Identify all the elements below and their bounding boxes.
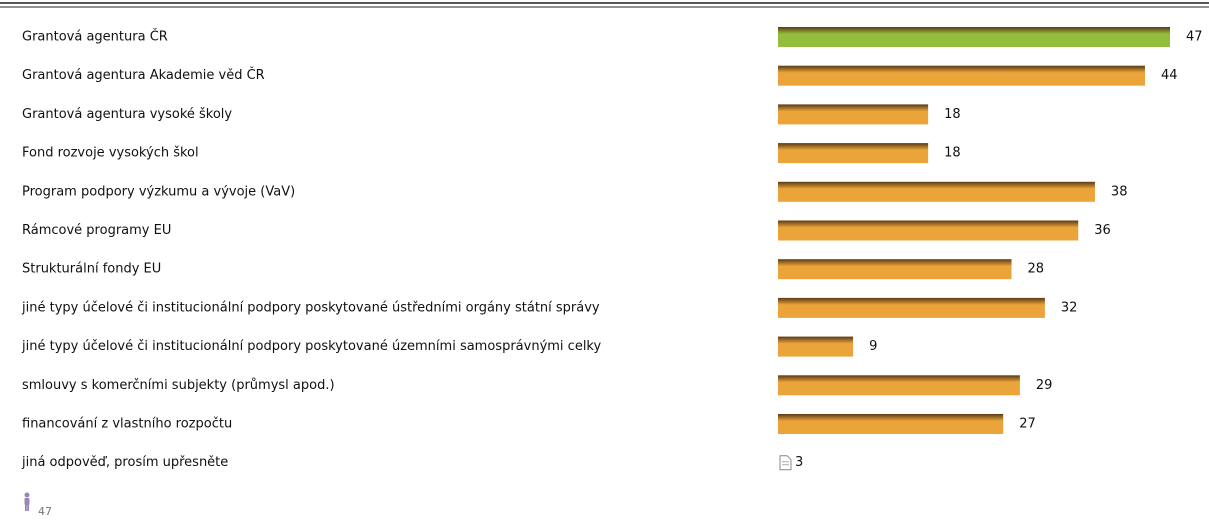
bar xyxy=(778,65,1145,86)
bar xyxy=(778,297,1045,318)
category-label: financování z vlastního rozpočtu xyxy=(22,417,232,432)
category-label: smlouvy s komerčními subjekty (průmysl a… xyxy=(22,378,335,393)
value-label: 27 xyxy=(1019,417,1036,432)
document-icon-shape xyxy=(779,455,792,471)
value-label: 9 xyxy=(869,339,877,354)
document-icon-lines xyxy=(782,461,789,466)
category-label: jiné typy účelové či institucionální pod… xyxy=(21,339,601,354)
bar xyxy=(778,220,1079,241)
bar xyxy=(778,143,929,164)
bar xyxy=(778,181,1095,202)
category-label: Strukturální fondy EU xyxy=(22,262,161,277)
value-label: 18 xyxy=(944,107,961,122)
value-label: 32 xyxy=(1061,300,1078,315)
bar xyxy=(778,414,1004,434)
open-answer-count: 3 xyxy=(795,455,803,470)
bar xyxy=(778,259,1012,280)
document-icon xyxy=(779,455,792,471)
category-label: Grantová agentura vysoké školy xyxy=(22,107,232,122)
respondents-icon xyxy=(24,492,30,511)
bar xyxy=(778,336,854,357)
value-label: 47 xyxy=(1186,30,1203,45)
open-answer-label: jiná odpověď, prosím upřesněte xyxy=(21,455,228,470)
value-label: 44 xyxy=(1161,68,1178,83)
category-label: Grantová agentura ČR xyxy=(22,29,168,45)
value-label: 18 xyxy=(944,146,961,161)
category-label: Grantová agentura Akademie věd ČR xyxy=(22,67,265,83)
value-label: 38 xyxy=(1111,184,1128,199)
bar xyxy=(778,104,929,125)
respondents-count: 47 xyxy=(38,505,52,518)
value-label: 28 xyxy=(1028,262,1045,277)
category-label: jiné typy účelové či institucionální pod… xyxy=(21,300,600,315)
value-label: 36 xyxy=(1094,223,1111,238)
category-label: Fond rozvoje vysokých škol xyxy=(22,146,199,161)
category-label: Rámcové programy EU xyxy=(22,223,171,238)
bar xyxy=(778,375,1020,396)
category-label: Program podpory výzkumu a vývoje (VaV) xyxy=(22,184,295,199)
bar xyxy=(778,27,1170,47)
value-label: 29 xyxy=(1036,378,1053,393)
